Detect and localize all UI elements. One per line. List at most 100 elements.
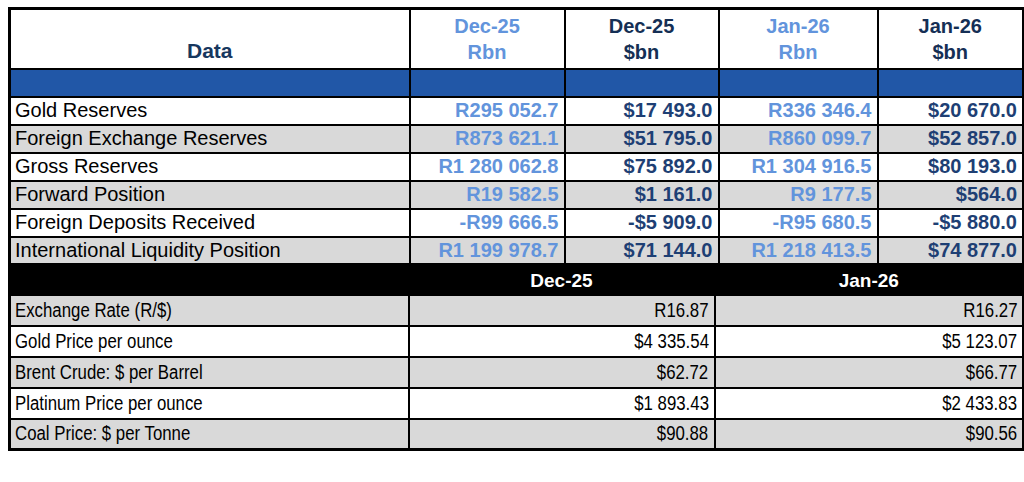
separator-cell (10, 69, 410, 97)
value-dec: $4 335.54 (409, 326, 715, 357)
row-label: Platinum Price per ounce (10, 388, 409, 419)
value-dec-rbn: R873 621.1 (410, 125, 565, 153)
separator-cell (565, 69, 719, 97)
table-row-coal-price: Coal Price: $ per Tonne $90.88 $90.56 (10, 419, 1024, 450)
table-row-gold-price: Gold Price per ounce $4 335.54 $5 123.07 (10, 326, 1024, 357)
data-header-label: Data (187, 39, 233, 62)
table-row-foreign-deposits-received: Foreign Deposits Received -R99 666.5 -$5… (10, 209, 1024, 237)
value-dec: $1 893.43 (409, 388, 715, 419)
value-jan-usd: $74 877.0 (878, 237, 1024, 265)
value-dec: $62.72 (409, 357, 715, 388)
value-dec-usd: -$5 909.0 (565, 209, 719, 237)
value-jan-usd: $564.0 (878, 181, 1024, 209)
col-header-dec-usd: Dec-25 $bn (565, 9, 719, 69)
value-dec-rbn: R1 280 062.8 (410, 153, 565, 181)
separator-cell (878, 69, 1024, 97)
value-dec-usd: $17 493.0 (565, 97, 719, 125)
prices-header-jan: Jan-26 (715, 267, 1024, 295)
separator-cell (719, 69, 878, 97)
table-row-exchange-rate: Exchange Rate (R/$) R16.87 R16.27 (10, 295, 1024, 326)
row-label-text: Exchange Rate (R/$) (15, 299, 172, 322)
value-jan-rbn: R1 304 916.5 (719, 153, 878, 181)
reserves-table-page: Data Dec-25 Rbn Dec-25 $bn Jan-26 Rbn (0, 0, 1024, 482)
row-label: Gross Reserves (10, 153, 410, 181)
reserves-table: Data Dec-25 Rbn Dec-25 $bn Jan-26 Rbn (8, 7, 1024, 266)
row-label-text: Gold Price per ounce (15, 330, 173, 353)
value-text: $66.77 (966, 361, 1017, 384)
col-header-unit: $bn (884, 39, 1018, 65)
value-text: $5 123.07 (942, 330, 1017, 353)
table-row-forward-position: Forward Position R19 582.5 $1 161.0 R9 1… (10, 181, 1024, 209)
value-jan-rbn: R9 177.5 (719, 181, 878, 209)
col-header-dec-rbn: Dec-25 Rbn (410, 9, 565, 69)
row-label-text: Brent Crude: $ per Barrel (15, 361, 203, 384)
row-label: Exchange Rate (R/$) (10, 295, 409, 326)
row-label: Foreign Deposits Received (10, 209, 410, 237)
col-header-period: Jan-26 (725, 13, 872, 39)
prices-header-row: Dec-25 Jan-26 (10, 267, 1024, 295)
table-row-platinum-price: Platinum Price per ounce $1 893.43 $2 43… (10, 388, 1024, 419)
col-header-period: Dec-25 (571, 13, 713, 39)
row-label: Gold Reserves (10, 97, 410, 125)
value-jan: $90.56 (715, 419, 1024, 450)
value-text: $90.56 (966, 422, 1017, 445)
col-header-unit: Rbn (725, 39, 872, 65)
table-row-gross-reserves: Gross Reserves R1 280 062.8 $75 892.0 R1… (10, 153, 1024, 181)
value-text: R16.27 (963, 299, 1017, 322)
separator-cell (410, 69, 565, 97)
row-label: International Liquidity Position (10, 237, 410, 265)
table-row-foreign-exchange-reserves: Foreign Exchange Reserves R873 621.1 $51… (10, 125, 1024, 153)
value-dec-rbn: R1 199 978.7 (410, 237, 565, 265)
row-label: Gold Price per ounce (10, 326, 409, 357)
value-jan-rbn: R336 346.4 (719, 97, 878, 125)
value-jan: $2 433.83 (715, 388, 1024, 419)
row-label: Foreign Exchange Reserves (10, 125, 410, 153)
value-jan-rbn: R1 218 413.5 (719, 237, 878, 265)
prices-table: Dec-25 Jan-26 Exchange Rate (R/$) R16.87… (8, 265, 1024, 451)
col-header-jan-usd: Jan-26 $bn (878, 9, 1024, 69)
value-text: $90.88 (657, 422, 708, 445)
value-dec: $90.88 (409, 419, 715, 450)
col-header-period: Dec-25 (416, 13, 559, 39)
value-text: $4 335.54 (634, 330, 709, 353)
value-dec: R16.87 (409, 295, 715, 326)
value-dec-rbn: R19 582.5 (410, 181, 565, 209)
value-text: R16.87 (654, 299, 708, 322)
value-dec-usd: $75 892.0 (565, 153, 719, 181)
row-label: Brent Crude: $ per Barrel (10, 357, 409, 388)
value-jan-rbn: R860 099.7 (719, 125, 878, 153)
value-dec-usd: $51 795.0 (565, 125, 719, 153)
table-row-brent-crude-price: Brent Crude: $ per Barrel $62.72 $66.77 (10, 357, 1024, 388)
reserves-header-row: Data Dec-25 Rbn Dec-25 $bn Jan-26 Rbn (10, 9, 1024, 69)
value-dec-rbn: -R99 666.5 (410, 209, 565, 237)
value-jan: $66.77 (715, 357, 1024, 388)
row-label: Forward Position (10, 181, 410, 209)
corner-header-cell: Data (10, 9, 410, 69)
value-dec-usd: $1 161.0 (565, 181, 719, 209)
col-header-jan-rbn: Jan-26 Rbn (719, 9, 878, 69)
table-row-international-liquidity-position: International Liquidity Position R1 199 … (10, 237, 1024, 265)
col-header-unit: Rbn (416, 39, 559, 65)
value-jan-usd: $20 670.0 (878, 97, 1024, 125)
value-text: $62.72 (657, 361, 708, 384)
col-header-period: Jan-26 (884, 13, 1018, 39)
tables-wrapper: Data Dec-25 Rbn Dec-25 $bn Jan-26 Rbn (8, 7, 1024, 451)
value-text: $1 893.43 (634, 392, 709, 415)
blue-separator-row (10, 69, 1024, 97)
row-label-text: Coal Price: $ per Tonne (15, 422, 190, 445)
value-text: $2 433.83 (942, 392, 1017, 415)
value-dec-usd: $71 144.0 (565, 237, 719, 265)
prices-header-blank-cell (10, 267, 409, 295)
value-dec-rbn: R295 052.7 (410, 97, 565, 125)
prices-header-dec: Dec-25 (409, 267, 715, 295)
value-jan: $5 123.07 (715, 326, 1024, 357)
value-jan: R16.27 (715, 295, 1024, 326)
value-jan-usd: $80 193.0 (878, 153, 1024, 181)
col-header-unit: $bn (571, 39, 713, 65)
row-label-text: Platinum Price per ounce (15, 392, 203, 415)
value-jan-usd: $52 857.0 (878, 125, 1024, 153)
table-row-gold-reserves: Gold Reserves R295 052.7 $17 493.0 R336 … (10, 97, 1024, 125)
value-jan-usd: -$5 880.0 (878, 209, 1024, 237)
value-jan-rbn: -R95 680.5 (719, 209, 878, 237)
row-label: Coal Price: $ per Tonne (10, 419, 409, 450)
